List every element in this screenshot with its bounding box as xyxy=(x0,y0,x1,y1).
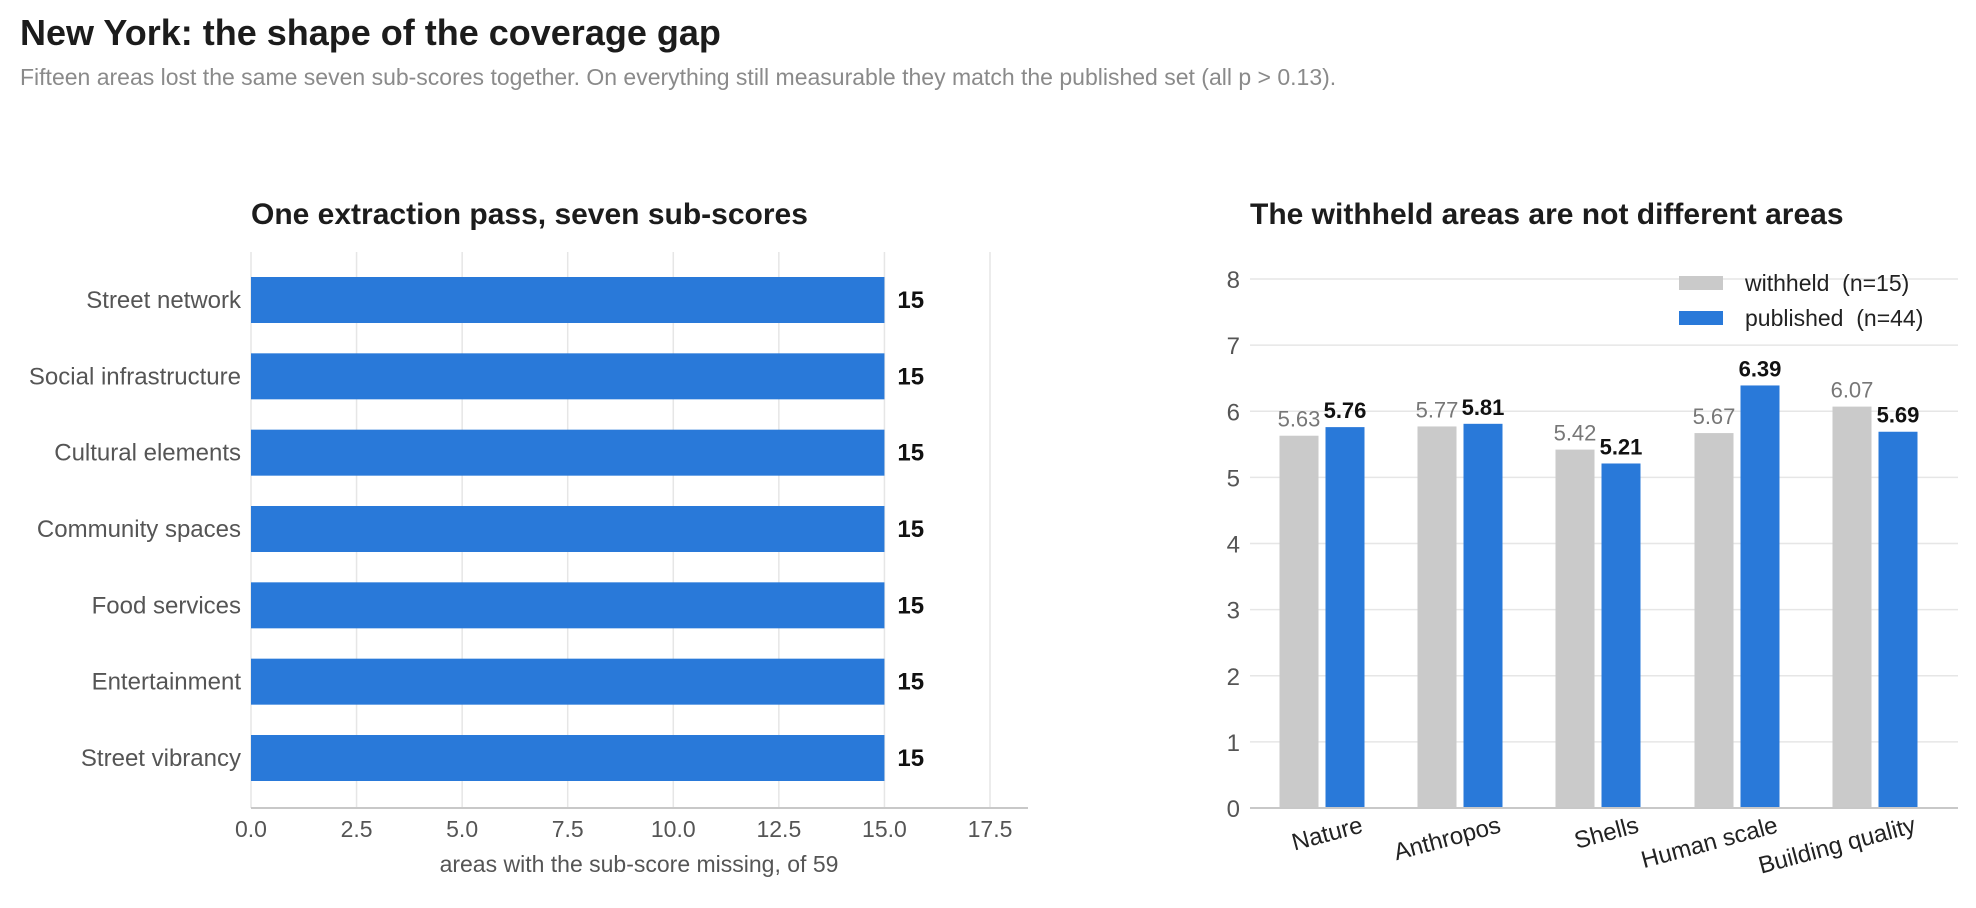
right-chart-bar xyxy=(1463,423,1503,808)
left-chart-bar xyxy=(251,506,885,552)
right-chart-bar xyxy=(1601,463,1641,808)
left-chart-category-label: Entertainment xyxy=(92,669,242,696)
left-chart-bar xyxy=(251,353,885,400)
right-chart-category-label: Building quality xyxy=(1756,812,1919,880)
left-chart-category-label: Street vibrancy xyxy=(81,745,241,772)
right-chart-y-tick-label: 4 xyxy=(1227,532,1240,559)
right-chart-bar xyxy=(1878,431,1918,808)
left-chart-data-label: 15 xyxy=(897,440,924,467)
left-chart-bar xyxy=(251,658,885,705)
right-chart-y-tick-label: 7 xyxy=(1227,333,1240,360)
right-chart-category-label: Shells xyxy=(1571,812,1641,855)
left-chart-data-label: 15 xyxy=(897,592,924,619)
right-chart-data-label: 5.21 xyxy=(1600,434,1643,459)
left-chart-category-label: Community spaces xyxy=(37,516,241,543)
right-chart-bar xyxy=(1555,449,1595,808)
legend-swatch-published xyxy=(1679,311,1723,325)
left-chart-x-tick-label: 5.0 xyxy=(446,816,478,842)
left-chart-category-label: Food services xyxy=(92,592,241,619)
legend-label-published: published (n=44) xyxy=(1745,305,1923,331)
right-chart-y-tick-label: 3 xyxy=(1227,598,1240,625)
right-chart-bar xyxy=(1417,426,1457,808)
right-chart-data-label: 6.39 xyxy=(1739,356,1782,381)
left-chart-data-label: 15 xyxy=(897,287,924,314)
right-chart-bar xyxy=(1832,406,1872,808)
right-chart-y-tick-label: 1 xyxy=(1227,730,1240,757)
left-chart-x-axis-label: areas with the sub-score missing, of 59 xyxy=(440,851,839,877)
right-chart-data-label: 5.69 xyxy=(1877,403,1920,428)
right-chart-data-labels: 5.63 5.76 5.77 5.81 5.425.21 5.676.39 6.075.69 xyxy=(1278,356,1920,459)
missing-subscores-chart: One extraction pass, seven sub-scores St… xyxy=(29,198,1028,877)
left-chart-x-tick-label: 17.5 xyxy=(968,816,1013,842)
left-chart-data-label: 15 xyxy=(897,745,924,772)
right-chart-data-label: 5.63 xyxy=(1278,407,1321,432)
left-chart-category-label: Social infrastructure xyxy=(29,363,241,390)
left-chart-bar xyxy=(251,735,885,781)
right-chart-y-tick-label: 0 xyxy=(1227,796,1240,823)
left-chart-x-tick-label: 2.5 xyxy=(341,816,373,842)
left-chart-bars xyxy=(251,277,885,781)
right-chart-y-tick-label: 2 xyxy=(1227,664,1240,691)
left-chart-data-label: 15 xyxy=(897,669,924,696)
right-chart-y-tick-label: 5 xyxy=(1227,465,1240,492)
right-chart-data-label: 5.81 xyxy=(1462,395,1505,420)
left-chart-bar xyxy=(251,582,885,629)
right-chart-data-label: 5.77 xyxy=(1416,397,1459,422)
right-chart-title: The withheld areas are not different are… xyxy=(1250,198,1844,231)
left-chart-title: One extraction pass, seven sub-scores xyxy=(251,198,808,231)
left-chart-x-tick-label: 12.5 xyxy=(756,816,801,842)
right-chart-bars xyxy=(1279,385,1918,808)
left-chart-category-labels: Street network Social infrastructure Cultu… xyxy=(29,287,242,772)
legend-label-withheld: withheld (n=15) xyxy=(1744,270,1909,296)
left-chart-data-labels: 15 15 15 15 15 15 15 xyxy=(897,287,924,772)
right-chart-data-label: 5.42 xyxy=(1554,421,1597,446)
left-chart-category-label: Cultural elements xyxy=(54,440,241,467)
right-chart-data-label: 5.76 xyxy=(1324,398,1367,423)
right-chart-data-label: 6.07 xyxy=(1831,378,1874,403)
right-chart-category-label: Anthropos xyxy=(1391,812,1504,866)
withheld-vs-published-chart: The withheld areas are not different are… xyxy=(1227,198,1958,880)
left-chart-x-tick-label: 7.5 xyxy=(552,816,584,842)
right-chart-y-tick-label: 6 xyxy=(1227,399,1240,426)
left-chart-data-label: 15 xyxy=(897,516,924,543)
page-subtitle: Fifteen areas lost the same seven sub-sc… xyxy=(20,64,1337,90)
left-chart-data-label: 15 xyxy=(897,363,924,390)
right-chart-bar xyxy=(1694,433,1734,808)
right-chart-bar xyxy=(1740,385,1780,808)
left-chart-x-tick-label: 10.0 xyxy=(651,816,696,842)
right-chart-legend: withheld (n=15) published (n=44) xyxy=(1679,270,1923,331)
right-chart-y-tick-labels: 0 1 2 3 4 5 6 7 8 xyxy=(1227,267,1240,823)
right-chart-category-label: Nature xyxy=(1289,812,1366,857)
left-chart-x-tick-label: 0.0 xyxy=(235,816,267,842)
left-chart-bar xyxy=(251,429,885,476)
right-chart-data-label: 5.67 xyxy=(1693,404,1736,429)
left-chart-bar xyxy=(251,277,885,323)
right-chart-bar xyxy=(1325,427,1365,808)
left-chart-category-label: Street network xyxy=(86,287,242,314)
page-title: New York: the shape of the coverage gap xyxy=(20,12,721,53)
legend-swatch-withheld xyxy=(1679,276,1723,290)
left-chart-x-tick-labels: 0.0 2.5 5.0 7.5 10.0 12.5 15.0 17.5 xyxy=(235,816,1012,842)
right-chart-y-tick-label: 8 xyxy=(1227,267,1240,294)
right-chart-bar xyxy=(1279,435,1319,808)
left-chart-x-tick-label: 15.0 xyxy=(862,816,907,842)
